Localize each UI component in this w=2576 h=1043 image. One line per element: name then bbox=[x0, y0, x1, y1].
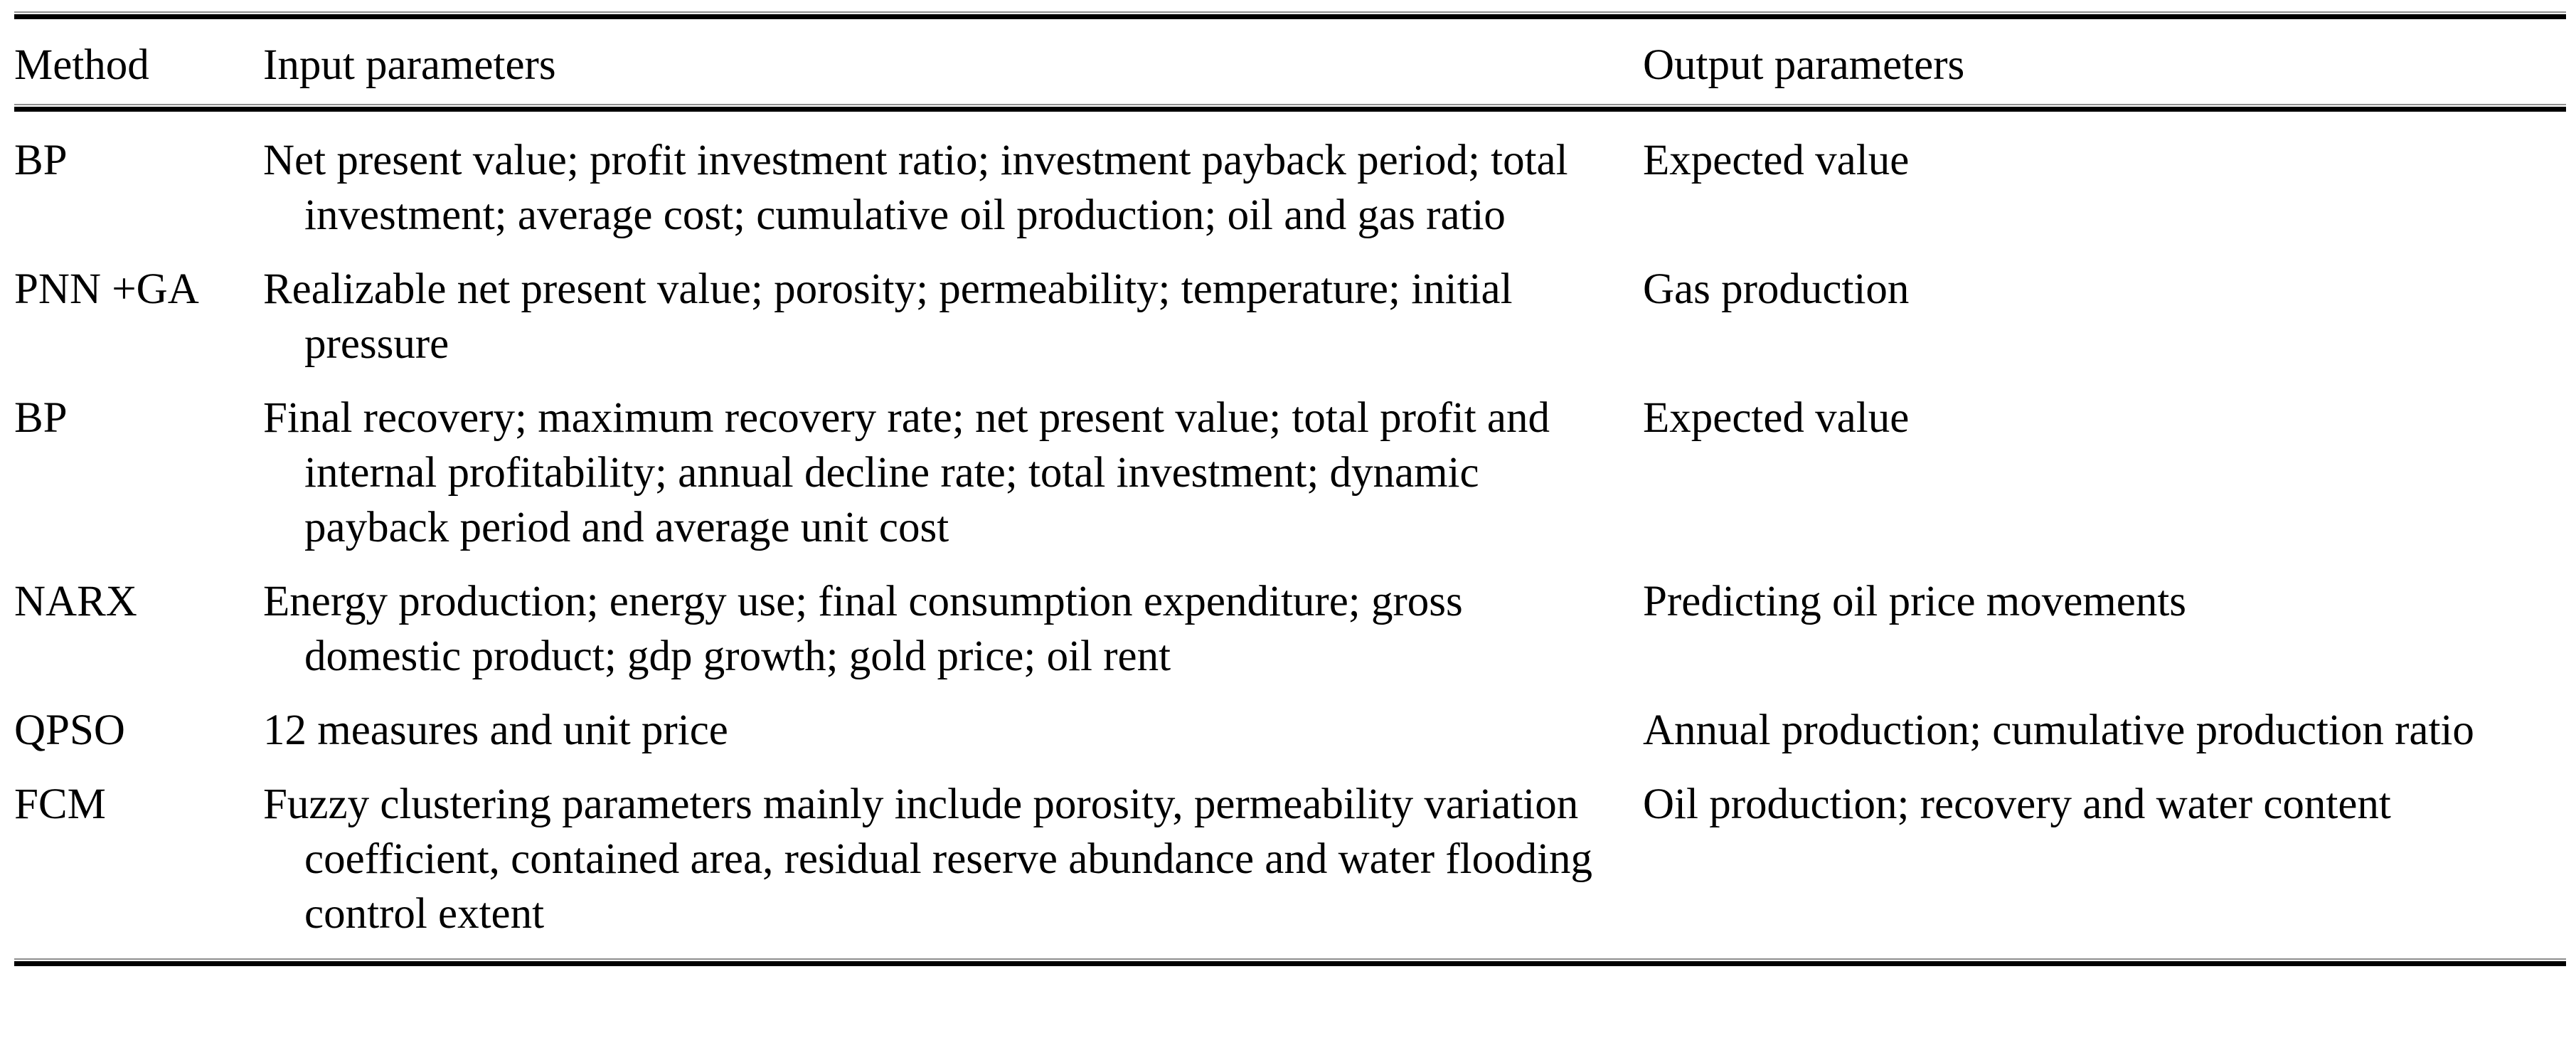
method-cell: BP bbox=[14, 137, 68, 184]
table-row: PNN +GA Realizable net present value; po… bbox=[14, 262, 2566, 371]
method-cell: QPSO bbox=[14, 706, 125, 754]
output-parameters-cell: Annual production; cumulative production… bbox=[1643, 706, 2474, 754]
table-row: QPSO 12 measures and unit price Annual p… bbox=[14, 703, 2566, 758]
input-parameters-cell: Net present value; profit investment rat… bbox=[263, 137, 1568, 239]
output-parameters-cell: Expected value bbox=[1643, 394, 1910, 442]
table-row: FCM Fuzzy clustering parameters mainly i… bbox=[14, 777, 2566, 941]
table-row: BP Final recovery; maximum recovery rate… bbox=[14, 391, 2566, 555]
method-cell: NARX bbox=[14, 578, 137, 625]
table-top-rule bbox=[14, 11, 2566, 19]
method-cell: BP bbox=[14, 394, 68, 442]
input-parameters-cell: Final recovery; maximum recovery rate; n… bbox=[263, 394, 1550, 551]
method-cell: PNN +GA bbox=[14, 265, 199, 313]
output-parameters-cell: Predicting oil price movements bbox=[1643, 578, 2187, 625]
input-parameters-cell: 12 measures and unit price bbox=[263, 706, 728, 754]
table-row: NARX Energy production; energy use; fina… bbox=[14, 574, 2566, 684]
table-header-row: Method Input parameters Output parameter… bbox=[14, 19, 2566, 104]
output-parameters-cell: Expected value bbox=[1643, 137, 1910, 184]
table-row: BP Net present value; profit investment … bbox=[14, 133, 2566, 243]
table-bottom-rule bbox=[14, 958, 2566, 966]
output-parameters-cell: Oil production; recovery and water conte… bbox=[1643, 780, 2391, 828]
parameters-table: Method Input parameters Output parameter… bbox=[14, 11, 2566, 966]
output-parameters-cell: Gas production bbox=[1643, 265, 1910, 313]
table-header-rule bbox=[14, 104, 2566, 112]
input-parameters-cell: Energy production; energy use; final con… bbox=[263, 578, 1463, 680]
method-cell: FCM bbox=[14, 780, 106, 828]
column-header-method: Method bbox=[14, 41, 149, 89]
column-header-output-parameters: Output parameters bbox=[1643, 41, 1965, 89]
table-body: BP Net present value; profit investment … bbox=[14, 112, 2566, 958]
input-parameters-cell: Fuzzy clustering parameters mainly inclu… bbox=[263, 780, 1593, 938]
input-parameters-cell: Realizable net present value; porosity; … bbox=[263, 265, 1513, 368]
column-header-input-parameters: Input parameters bbox=[263, 41, 556, 89]
